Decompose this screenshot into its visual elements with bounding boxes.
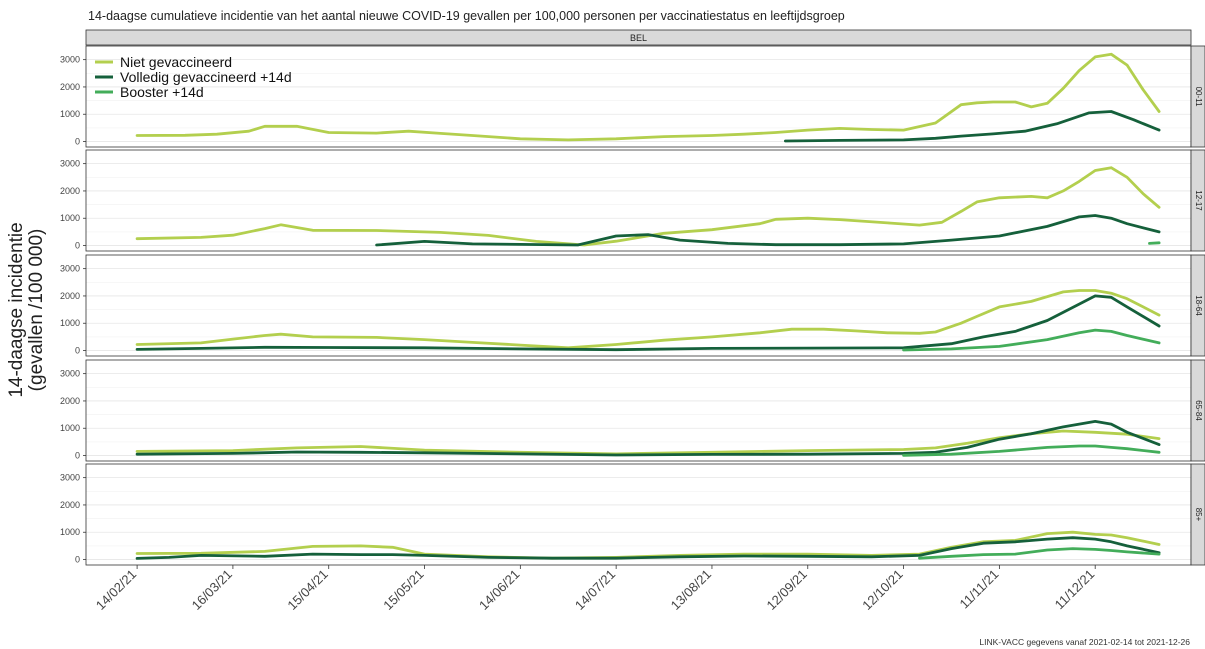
panel-strip [1190, 254, 1205, 357]
series-line-niet-gevaccineerd [135, 166, 1161, 247]
x-tick-label: 11/11/21 [956, 567, 1001, 612]
y-tick-label: 2000 [60, 396, 80, 406]
y-tick-label: 1000 [60, 527, 80, 537]
y-tick-label: 0 [75, 241, 80, 251]
y-tick-label: 2000 [60, 291, 80, 301]
panel-label: 65-84 [1194, 400, 1203, 421]
series-line-volledig-gevaccineerd-14d [135, 294, 1161, 352]
panel-strip [1190, 359, 1205, 462]
y-tick-label: 1000 [60, 423, 80, 433]
strip-top [85, 29, 1192, 46]
x-tick-label: 12/09/21 [763, 567, 809, 613]
x-tick-label: 11/12/21 [1052, 567, 1098, 613]
y-tick-label: 3000 [60, 473, 80, 483]
strip-top-label: BEL [630, 33, 647, 43]
y-tick-label: 0 [75, 137, 80, 147]
panel-bg [86, 255, 1191, 356]
x-tick-label: 16/03/21 [189, 567, 235, 613]
y-tick-label: 0 [75, 451, 80, 461]
panel-label: 12-17 [1194, 190, 1203, 211]
series-line-niet-gevaccineerd [135, 289, 1161, 350]
y-tick-label: 2000 [60, 186, 80, 196]
chart-caption: LINK-VACC gegevens vanaf 2021-02-14 tot … [979, 637, 1190, 647]
y-tick-label: 3000 [60, 55, 80, 65]
series-line-booster-14d [902, 444, 1161, 457]
x-tick-label: 14/02/21 [93, 567, 139, 613]
y-tick-label: 0 [75, 555, 80, 565]
chart-title: 14-daagse cumulatieve incidentie van het… [88, 9, 845, 23]
legend-label: Booster +14d [120, 84, 204, 100]
series-line-volledig-gevaccineerd-14d [135, 419, 1161, 457]
y-tick-label: 1000 [60, 109, 80, 119]
legend-label: Niet gevaccineerd [120, 54, 232, 70]
series-line-booster-14d [902, 328, 1161, 352]
x-tick-label: 12/10/21 [859, 567, 905, 613]
y-tick-label: 3000 [60, 264, 80, 274]
x-tick-label: 15/04/21 [284, 567, 330, 613]
series-line-booster-14d [918, 547, 1161, 560]
y-tick-label: 2000 [60, 500, 80, 510]
x-tick-label: 15/05/21 [380, 567, 426, 613]
series-line-volledig-gevaccineerd-14d [375, 214, 1161, 247]
series-line-volledig-gevaccineerd-14d [135, 536, 1161, 560]
panel-label: 00-11 [1194, 87, 1203, 107]
y-tick-label: 3000 [60, 159, 80, 169]
y-tick-label: 2000 [60, 82, 80, 92]
y-tick-label: 0 [75, 346, 80, 356]
panel-bg [86, 464, 1191, 565]
panel-strip [1190, 463, 1205, 566]
y-tick-label: 3000 [60, 369, 80, 379]
x-tick-label: 14/06/21 [476, 567, 522, 613]
panel-strip [1190, 149, 1205, 252]
panel-label: 18-64 [1194, 295, 1203, 316]
y-tick-label: 1000 [60, 213, 80, 223]
y-axis-title: 14-daagse incidentie [6, 222, 27, 397]
x-tick-label: 13/08/21 [668, 567, 714, 613]
panel-strip [1190, 45, 1205, 148]
panel-bg [86, 360, 1191, 461]
series-line-niet-gevaccineerd [135, 530, 1161, 560]
y-axis-title-unit: (gevallen /100 000) [26, 229, 47, 392]
series-line-niet-gevaccineerd [135, 429, 1161, 456]
series-line-niet-gevaccineerd [135, 52, 1161, 142]
panel-label: 85+ [1194, 508, 1203, 522]
series-line-booster-14d [1148, 241, 1161, 245]
legend-label: Volledig gevaccineerd +14d [120, 69, 292, 85]
y-tick-label: 1000 [60, 318, 80, 328]
x-tick-label: 14/07/21 [572, 567, 618, 613]
panel-bg [86, 46, 1191, 147]
series-line-volledig-gevaccineerd-14d [784, 110, 1161, 143]
